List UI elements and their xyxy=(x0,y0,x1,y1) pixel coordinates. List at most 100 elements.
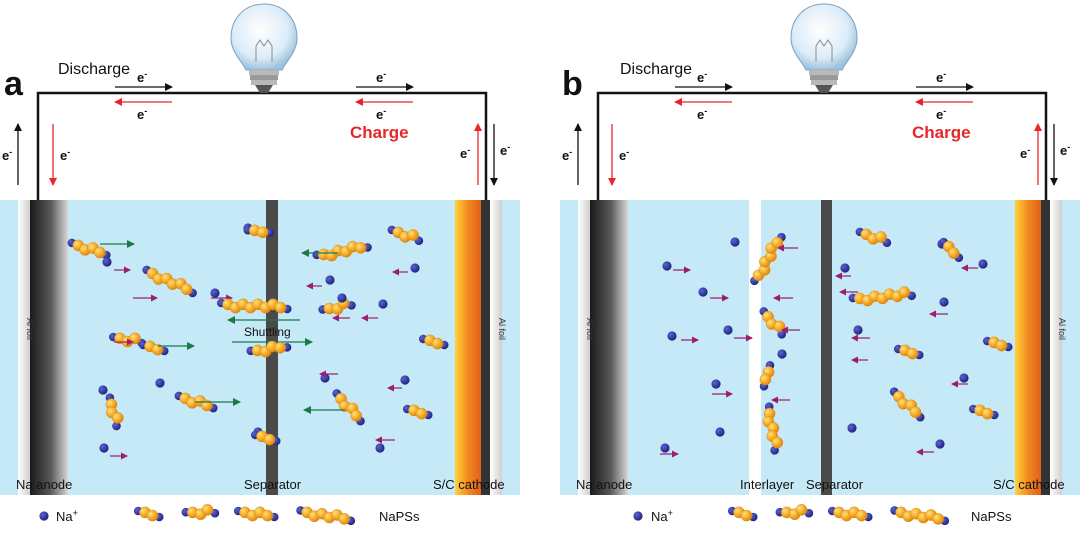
legend-na-label: Na+ xyxy=(651,508,673,524)
na-ion xyxy=(853,325,863,335)
napss-molecule xyxy=(216,298,292,314)
na-ion xyxy=(633,511,643,521)
napss-molecule xyxy=(133,506,164,522)
napss-molecule xyxy=(759,360,775,391)
cathode-label: S/C cathode xyxy=(993,477,1065,492)
light-bulb-icon xyxy=(790,3,858,93)
na-anode xyxy=(590,200,628,495)
na-ion xyxy=(715,427,725,437)
cathode-collector xyxy=(1041,200,1050,495)
legend-b: Na+ NaPSs xyxy=(633,504,1012,526)
napss-molecule xyxy=(174,391,218,413)
na-ion xyxy=(662,261,672,271)
napss-molecule xyxy=(105,393,124,431)
electron-label: e- xyxy=(137,106,147,122)
na-ion xyxy=(378,299,388,309)
electron-label: e- xyxy=(376,69,386,85)
anode-label: Na anode xyxy=(576,477,632,492)
electron-label: e- xyxy=(697,69,707,85)
na-ion xyxy=(410,263,420,273)
napss-molecule xyxy=(246,340,292,358)
napss-molecule xyxy=(889,387,925,422)
napss-molecule xyxy=(848,286,916,307)
legend-na-label: Na+ xyxy=(56,508,78,524)
cathode-label: S/C cathode xyxy=(433,477,505,492)
na-ion xyxy=(155,378,165,388)
electron-label: e- xyxy=(500,142,510,158)
legend-a: Na+ NaPSs xyxy=(39,504,420,526)
molecules-layer xyxy=(660,227,1013,458)
na-ion xyxy=(660,443,670,453)
interlayer xyxy=(749,200,761,495)
electron-label: e- xyxy=(460,145,470,161)
na-ion xyxy=(400,375,410,385)
panel-letter: a xyxy=(4,65,24,103)
electron-label: e- xyxy=(137,69,147,85)
napss-molecule xyxy=(890,506,950,526)
na-ion xyxy=(99,443,109,453)
napss-molecule xyxy=(142,265,197,298)
napss-molecule xyxy=(332,389,365,426)
separator-label: Separator xyxy=(244,477,302,492)
na-ion xyxy=(698,287,708,297)
electron-label: e- xyxy=(1020,145,1030,161)
interlayer-label: Interlayer xyxy=(740,477,795,492)
na-ion xyxy=(39,511,49,521)
na-ion xyxy=(337,293,347,303)
na-ion xyxy=(325,275,335,285)
na-ion xyxy=(935,439,945,449)
na-ion xyxy=(730,237,740,247)
panel-letter: b xyxy=(562,65,583,103)
napss-molecule xyxy=(181,504,220,521)
electron-label: e- xyxy=(936,106,946,122)
electron-label: e- xyxy=(1060,142,1070,158)
na-ion xyxy=(723,325,733,335)
molecules-layer xyxy=(67,223,449,460)
na-ion xyxy=(840,263,850,273)
charge-label: Charge xyxy=(350,123,409,142)
napss-molecule xyxy=(387,225,424,246)
na-ion xyxy=(939,297,949,307)
al-foil-right-label: Al foil xyxy=(1057,318,1067,340)
na-ion xyxy=(102,257,112,267)
na-anode xyxy=(30,200,68,495)
panel-a: Al foil Al foil a Discharge Charge e- e-… xyxy=(0,3,520,495)
separator xyxy=(821,200,832,495)
legend-napss-label: NaPSs xyxy=(379,509,420,524)
na-ion xyxy=(210,288,220,298)
electron-label: e- xyxy=(376,106,386,122)
napss-molecule xyxy=(855,227,892,248)
light-bulb-icon xyxy=(230,3,298,93)
legend-napss-label: NaPSs xyxy=(971,509,1012,524)
napss-molecule xyxy=(418,334,449,350)
na-ion xyxy=(667,331,677,341)
al-foil-left-label: Al foil xyxy=(25,318,35,340)
al-foil-left-label: Al foil xyxy=(585,318,595,340)
napss-molecule xyxy=(727,506,758,522)
charge-label: Charge xyxy=(912,123,971,142)
electron-label: e- xyxy=(619,147,629,163)
napss-molecule xyxy=(939,237,964,263)
electron-label: e- xyxy=(60,147,70,163)
napss-molecule xyxy=(402,404,433,420)
panel-b: Al foil Al foil b Discharge Charge e- e-… xyxy=(560,3,1080,495)
al-foil-right xyxy=(1050,200,1062,495)
na-ion xyxy=(320,373,330,383)
electron-label: e- xyxy=(697,106,707,122)
napss-molecule xyxy=(138,340,169,356)
napss-molecule xyxy=(67,238,111,260)
napss-molecule xyxy=(296,506,356,526)
electron-label: e- xyxy=(2,147,12,163)
separator-label: Separator xyxy=(806,477,864,492)
na-ion xyxy=(711,379,721,389)
shuttling-label: Shuttling xyxy=(244,325,291,339)
cathode-collector xyxy=(481,200,490,495)
na-ion xyxy=(978,259,988,269)
na-ion xyxy=(847,423,857,433)
al-foil-left xyxy=(578,200,590,495)
napss-molecule xyxy=(827,506,873,522)
al-foil-left xyxy=(18,200,30,495)
external-circuit xyxy=(36,91,488,200)
